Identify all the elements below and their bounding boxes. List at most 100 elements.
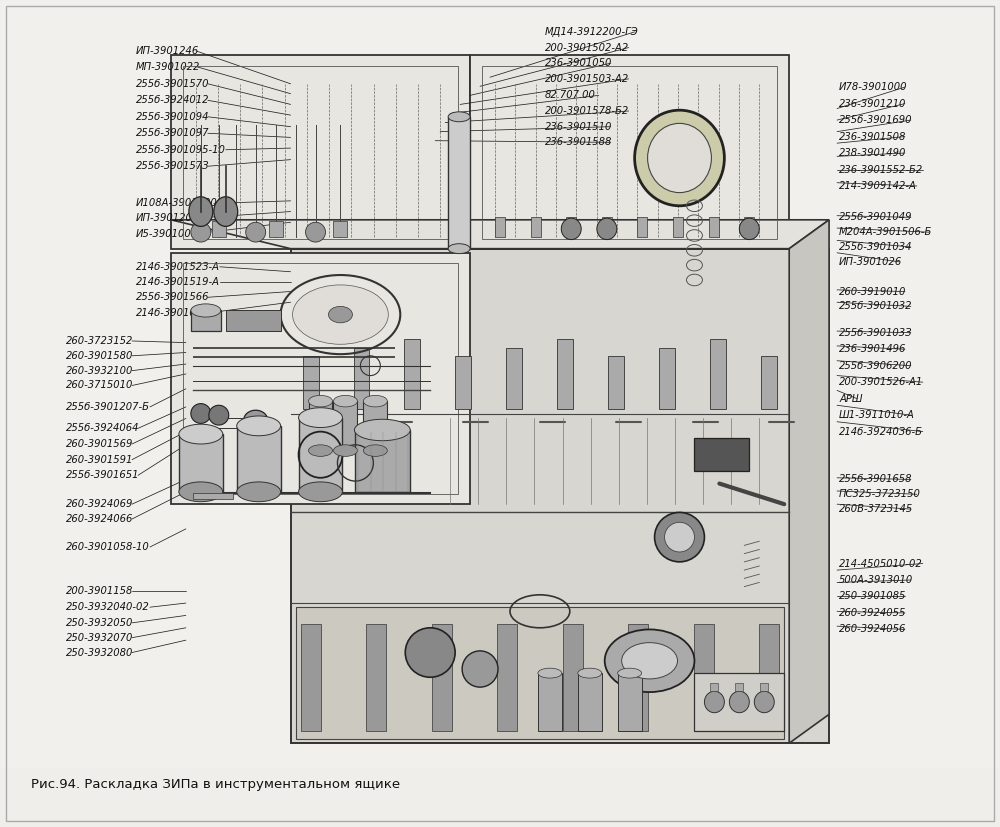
Text: 255б-3901032: 255б-3901032 — [839, 301, 913, 311]
Text: 250-3932070: 250-3932070 — [66, 633, 134, 643]
Bar — [694, 624, 714, 731]
Bar — [193, 494, 233, 500]
Bar — [602, 217, 612, 237]
Text: 250-3901085: 250-3901085 — [839, 591, 906, 601]
Text: И78-3901000: И78-3901000 — [839, 82, 908, 92]
Text: 260-3924066: 260-3924066 — [66, 514, 134, 524]
Ellipse shape — [405, 628, 455, 677]
Ellipse shape — [635, 110, 724, 206]
Ellipse shape — [191, 304, 221, 317]
Ellipse shape — [179, 482, 223, 502]
Text: 200-3901158: 200-3901158 — [66, 586, 134, 595]
Text: 260-3901569: 260-3901569 — [66, 439, 134, 449]
Bar — [432, 624, 452, 731]
Bar — [183, 264, 458, 495]
Bar — [744, 217, 754, 237]
Bar — [171, 55, 470, 249]
Text: 260-3932100: 260-3932100 — [66, 366, 134, 375]
Bar — [355, 430, 410, 492]
Bar — [309, 401, 332, 451]
Text: 236-3901510: 236-3901510 — [545, 122, 612, 131]
Text: АРШ: АРШ — [839, 394, 863, 404]
Ellipse shape — [209, 405, 229, 425]
Ellipse shape — [648, 123, 711, 193]
Ellipse shape — [605, 629, 694, 692]
Bar — [291, 249, 829, 743]
Text: 260-3924056: 260-3924056 — [839, 624, 906, 634]
Text: 236-3901552-Б2: 236-3901552-Б2 — [839, 165, 923, 174]
Text: 260-3901591: 260-3901591 — [66, 455, 134, 465]
Text: 255б-3924064: 255б-3924064 — [66, 423, 140, 433]
Ellipse shape — [191, 404, 211, 423]
Text: 255б-390157З: 255б-390157З — [136, 161, 210, 171]
Text: 255б-3901095-10: 255б-3901095-10 — [136, 145, 226, 155]
Text: ИП-3901246: ИП-3901246 — [136, 45, 199, 56]
Bar — [497, 624, 517, 731]
Bar — [566, 217, 576, 237]
Text: 260-3924055: 260-3924055 — [839, 608, 906, 618]
Text: 255б-3901094: 255б-3901094 — [136, 112, 210, 122]
Ellipse shape — [597, 218, 617, 240]
Bar — [482, 65, 777, 239]
Ellipse shape — [309, 395, 332, 407]
Ellipse shape — [578, 668, 602, 678]
Bar — [761, 356, 777, 409]
Text: 214б-3901519-А: 214б-3901519-А — [136, 276, 220, 287]
Text: И5-3901000: И5-3901000 — [136, 229, 198, 239]
Bar — [531, 217, 541, 237]
Bar — [303, 356, 319, 409]
Bar — [354, 347, 369, 409]
Text: 200-3901503-А2: 200-3901503-А2 — [545, 74, 629, 84]
Text: 238-3901490: 238-3901490 — [839, 148, 906, 158]
Bar — [299, 418, 342, 492]
Ellipse shape — [739, 218, 759, 240]
Bar — [710, 339, 726, 409]
Ellipse shape — [363, 395, 387, 407]
Text: ИП-3901200: ИП-3901200 — [136, 213, 199, 223]
Bar — [455, 356, 471, 409]
Bar — [735, 683, 743, 691]
Polygon shape — [789, 220, 829, 743]
Ellipse shape — [179, 424, 223, 444]
Ellipse shape — [244, 410, 268, 430]
Text: И108А-3901000: И108А-3901000 — [136, 198, 218, 208]
Ellipse shape — [309, 445, 332, 457]
Text: 200-3901578-Б2: 200-3901578-Б2 — [545, 106, 629, 116]
Bar — [301, 624, 320, 731]
Bar — [709, 217, 719, 237]
Text: 260-3723152: 260-3723152 — [66, 336, 134, 346]
Text: 255б-3901034: 255б-3901034 — [839, 242, 913, 252]
Ellipse shape — [754, 691, 774, 713]
Bar — [637, 217, 647, 237]
Bar — [179, 434, 223, 492]
Text: 260-3901580: 260-3901580 — [66, 351, 134, 361]
Text: 255б-3901570: 255б-3901570 — [136, 79, 210, 88]
Bar — [608, 356, 624, 409]
Bar — [366, 624, 386, 731]
Ellipse shape — [561, 218, 581, 240]
Ellipse shape — [665, 523, 694, 552]
Text: 82.707.00: 82.707.00 — [545, 90, 596, 100]
Ellipse shape — [246, 222, 266, 242]
Bar — [470, 55, 789, 249]
Text: 260В-3723145: 260В-3723145 — [839, 504, 913, 514]
Text: 214б-390152З-А: 214б-390152З-А — [136, 262, 220, 272]
Ellipse shape — [328, 306, 352, 323]
Text: 500А-3913010: 500А-3913010 — [839, 575, 913, 585]
Ellipse shape — [618, 668, 642, 678]
Text: 260-3901058-10: 260-3901058-10 — [66, 542, 150, 552]
Text: 214-4505010-02: 214-4505010-02 — [839, 558, 923, 568]
Text: 250-3932080: 250-3932080 — [66, 648, 134, 657]
Ellipse shape — [729, 691, 749, 713]
Text: 236-3901210: 236-3901210 — [839, 98, 906, 108]
Ellipse shape — [191, 222, 211, 242]
Bar — [557, 339, 573, 409]
Text: 200-3901502-А2: 200-3901502-А2 — [545, 42, 629, 53]
Text: 236-3901508: 236-3901508 — [839, 131, 906, 141]
Bar — [538, 673, 562, 731]
Bar — [296, 607, 784, 739]
Bar — [506, 347, 522, 409]
Bar — [710, 683, 718, 691]
Bar — [363, 401, 387, 451]
Bar — [448, 117, 470, 249]
